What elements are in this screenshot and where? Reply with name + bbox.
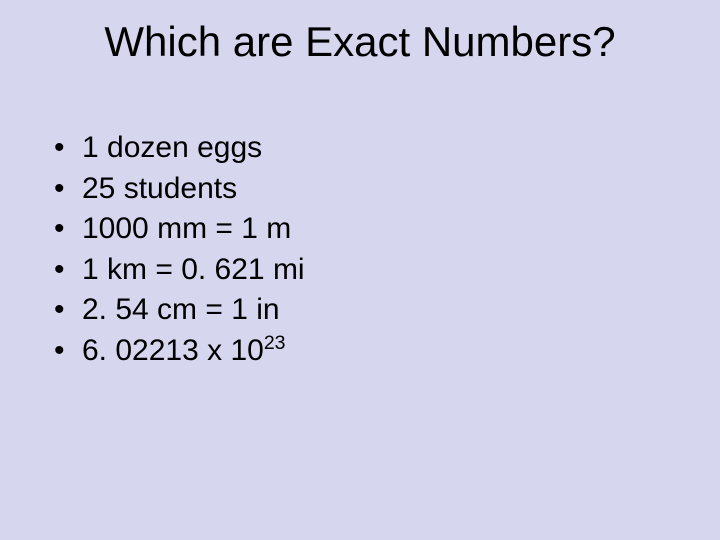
list-item-text: 1000 mm = 1 m bbox=[82, 209, 291, 250]
bullet-icon: • bbox=[54, 290, 82, 331]
list-item-text: 1 km = 0. 621 mi bbox=[82, 250, 305, 291]
list-item-superscript: 23 bbox=[264, 332, 286, 354]
bullet-icon: • bbox=[54, 331, 82, 372]
list-item: • 1 km = 0. 621 mi bbox=[54, 250, 305, 291]
bullet-icon: • bbox=[54, 169, 82, 210]
list-item: • 6. 02213 x 1023 bbox=[54, 331, 305, 372]
list-item-text: 1 dozen eggs bbox=[82, 128, 262, 169]
list-item-text: 6. 02213 x 1023 bbox=[82, 331, 286, 372]
bullet-icon: • bbox=[54, 209, 82, 250]
list-item-base: 6. 02213 x 10 bbox=[82, 334, 264, 367]
list-item: • 1 dozen eggs bbox=[54, 128, 305, 169]
list-item: • 2. 54 cm = 1 in bbox=[54, 290, 305, 331]
list-item: • 25 students bbox=[54, 169, 305, 210]
bullet-list: • 1 dozen eggs • 25 students • 1000 mm =… bbox=[54, 128, 305, 371]
bullet-icon: • bbox=[54, 250, 82, 291]
list-item-text: 2. 54 cm = 1 in bbox=[82, 290, 280, 331]
bullet-icon: • bbox=[54, 128, 82, 169]
list-item: • 1000 mm = 1 m bbox=[54, 209, 305, 250]
list-item-text: 25 students bbox=[82, 169, 237, 210]
slide: Which are Exact Numbers? • 1 dozen eggs … bbox=[0, 0, 720, 540]
slide-title: Which are Exact Numbers? bbox=[0, 18, 720, 66]
